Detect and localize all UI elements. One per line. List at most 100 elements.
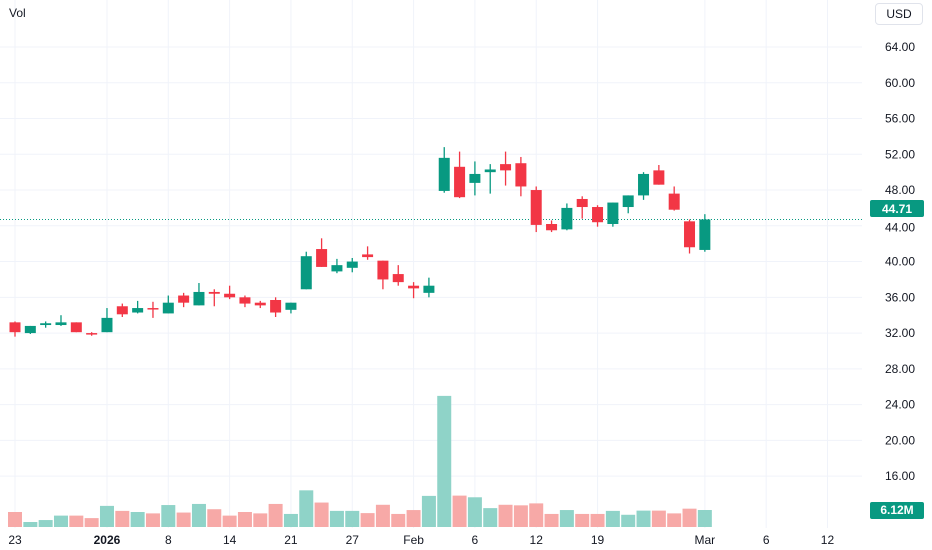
x-tick-label: 6 [472, 533, 479, 547]
candle-down [546, 224, 558, 231]
candle-down [116, 306, 128, 315]
volume-bar [314, 502, 329, 527]
volume-bar [237, 512, 252, 527]
candle-up [484, 169, 496, 173]
candle-down [530, 190, 542, 225]
candle-down [653, 170, 665, 185]
volume-bar [559, 510, 574, 527]
x-tick-label: 14 [223, 533, 237, 547]
volume-bar [23, 522, 38, 527]
candle-down [576, 198, 588, 208]
candle-up [285, 302, 297, 310]
candle-up [193, 291, 205, 306]
candle-down [9, 322, 21, 333]
y-tick-label: 32.00 [885, 326, 915, 340]
volume-bar [452, 495, 467, 527]
candle-down [224, 293, 236, 298]
volume-bar [161, 505, 176, 527]
x-tick-label: 21 [284, 533, 298, 547]
candle-down [515, 163, 527, 187]
volume-bar [207, 509, 222, 527]
candle-down [668, 193, 680, 210]
volume-bar [590, 513, 605, 527]
currency-button[interactable]: USD [875, 3, 923, 25]
y-tick-label: 52.00 [885, 147, 915, 161]
volume-bar [8, 512, 22, 527]
volume-bar [605, 510, 620, 527]
y-tick-label: 56.00 [885, 112, 915, 126]
candle-up [622, 195, 634, 208]
volume-bar [544, 513, 559, 527]
candle-down [408, 285, 420, 289]
volume-legend-label: Vol [9, 6, 26, 20]
candle-up [638, 173, 650, 196]
candle-down [592, 207, 604, 223]
candle-down [454, 166, 466, 198]
y-tick-label: 44.00 [885, 220, 915, 234]
candle-down [147, 308, 159, 310]
x-tick-label: 8 [165, 533, 172, 547]
volume-bar [513, 505, 528, 527]
y-tick-label: 24.00 [885, 398, 915, 412]
candle-down [208, 291, 220, 294]
volume-bar [437, 395, 452, 527]
volume-bar [329, 510, 344, 527]
candle-down [377, 260, 389, 280]
volume-bar [345, 510, 360, 527]
volume-bar [283, 513, 298, 527]
volume-bar [53, 515, 68, 527]
volume-bar [38, 520, 53, 527]
volume-bar [84, 518, 99, 527]
candle-up [101, 317, 113, 333]
volume-bar [636, 510, 651, 527]
volume-bar [145, 513, 160, 527]
candle-down [684, 221, 696, 248]
volume-bar [651, 510, 666, 527]
last-volume-badge: 6.12M [870, 501, 924, 519]
volume-bar [299, 490, 314, 527]
volume-bar [130, 512, 145, 527]
y-tick-label: 16.00 [885, 469, 915, 483]
x-tick-label: 6 [763, 533, 770, 547]
x-tick-label: 19 [591, 533, 605, 547]
volume-bar [115, 510, 130, 527]
volume-bar [222, 515, 237, 527]
candle-down [254, 302, 266, 306]
candle-down [86, 333, 98, 335]
candle-up [162, 302, 174, 314]
candle-up [331, 265, 343, 272]
volume-bar [467, 497, 482, 527]
x-tick-label: 23 [8, 533, 22, 547]
last-price-badge: 44.71 [870, 200, 924, 218]
candle-up [438, 157, 450, 191]
candle-up [24, 325, 36, 334]
candle-down [392, 274, 404, 283]
candle-down [500, 164, 512, 171]
x-tick-label: 2026 [94, 533, 121, 547]
y-tick-label: 28.00 [885, 362, 915, 376]
volume-bar [69, 515, 84, 527]
candle-up [346, 261, 358, 268]
volume-bar [375, 504, 390, 527]
candle-up [469, 173, 481, 183]
candle-up [561, 207, 573, 230]
candle-up [132, 308, 144, 313]
volume-bar [99, 505, 114, 527]
x-tick-label: Mar [695, 533, 716, 547]
volume-bar [391, 513, 406, 527]
candle-down [178, 295, 190, 303]
candle-up [300, 256, 312, 290]
x-tick-label: Feb [403, 533, 424, 547]
y-tick-label: 64.00 [885, 40, 915, 54]
volume-bar [667, 513, 682, 527]
volume-bar [360, 513, 375, 527]
candle-up [40, 323, 52, 326]
volume-bar [483, 508, 498, 527]
y-tick-label: 48.00 [885, 183, 915, 197]
x-tick-label: 12 [821, 533, 835, 547]
y-tick-label: 60.00 [885, 76, 915, 90]
candle-down [362, 254, 374, 258]
volume-bar [191, 503, 206, 527]
y-tick-label: 36.00 [885, 290, 915, 304]
